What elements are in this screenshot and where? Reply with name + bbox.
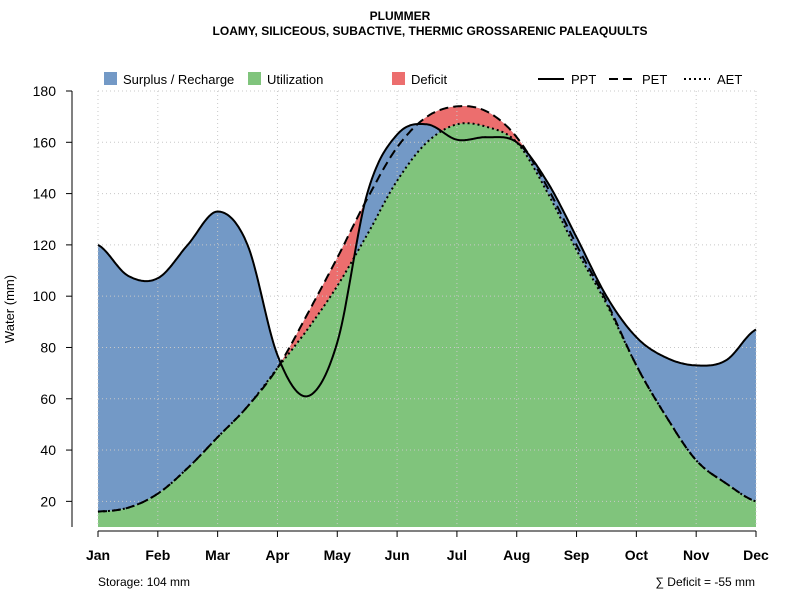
x-tick-label: Dec bbox=[743, 547, 769, 563]
y-tick-label: 60 bbox=[40, 391, 56, 407]
y-tick-label: 180 bbox=[33, 83, 57, 99]
y-tick-label: 100 bbox=[33, 288, 57, 304]
y-tick-label: 40 bbox=[40, 442, 56, 458]
y-tick-label: 120 bbox=[33, 237, 57, 253]
deficit-annotation: ∑ Deficit = -55 mm bbox=[655, 575, 755, 589]
legend-label: Surplus / Recharge bbox=[123, 72, 234, 87]
legend-swatch-1 bbox=[248, 72, 261, 85]
x-tick-label: Aug bbox=[503, 547, 530, 563]
grid-layer bbox=[97, 90, 757, 527]
legend-label: PET bbox=[642, 72, 667, 87]
x-tick-label: Feb bbox=[145, 547, 170, 563]
utilization-area bbox=[98, 123, 756, 527]
legend: Surplus / Recharge Utilization Deficit PPT P… bbox=[104, 72, 742, 87]
legend-swatch-0 bbox=[104, 72, 117, 85]
series-line-aet bbox=[97, 122, 757, 513]
x-tick-label: Jul bbox=[447, 547, 467, 563]
legend-swatch-2 bbox=[392, 72, 405, 85]
y-axis-label: Water (mm) bbox=[2, 275, 17, 343]
y-tick-label: 20 bbox=[40, 493, 56, 509]
axes-layer: 20 40 60 80 100 120 140 160 180 Jan Feb Mar Apr May Ju… bbox=[33, 83, 769, 563]
y-tick-label: 140 bbox=[33, 186, 57, 202]
x-tick-label: Mar bbox=[205, 547, 230, 563]
chart-subtitle: LOAMY, SILICEOUS, SUBACTIVE, THERMIC GRO… bbox=[212, 24, 648, 38]
x-tick-label: Jan bbox=[86, 547, 110, 563]
legend-label: AET bbox=[717, 72, 742, 87]
legend-label: Deficit bbox=[411, 72, 448, 87]
x-tick-label: Jun bbox=[385, 547, 410, 563]
area-layer bbox=[98, 106, 756, 527]
legend-label: Utilization bbox=[267, 72, 323, 87]
x-tick-label: Sep bbox=[564, 547, 590, 563]
y-tick-label: 160 bbox=[33, 134, 57, 150]
x-tick-label: Oct bbox=[625, 547, 649, 563]
series-line-ppt bbox=[97, 123, 757, 398]
x-tick-label: May bbox=[324, 547, 351, 563]
x-tick-label: Apr bbox=[265, 547, 290, 563]
legend-label: PPT bbox=[571, 72, 596, 87]
storage-annotation: Storage: 104 mm bbox=[98, 575, 191, 589]
y-tick-label: 80 bbox=[40, 339, 56, 355]
x-tick-label: Nov bbox=[683, 547, 710, 563]
series-line-layer bbox=[97, 105, 757, 513]
chart-title: PLUMMER bbox=[369, 9, 431, 23]
surplus-area bbox=[98, 106, 756, 512]
